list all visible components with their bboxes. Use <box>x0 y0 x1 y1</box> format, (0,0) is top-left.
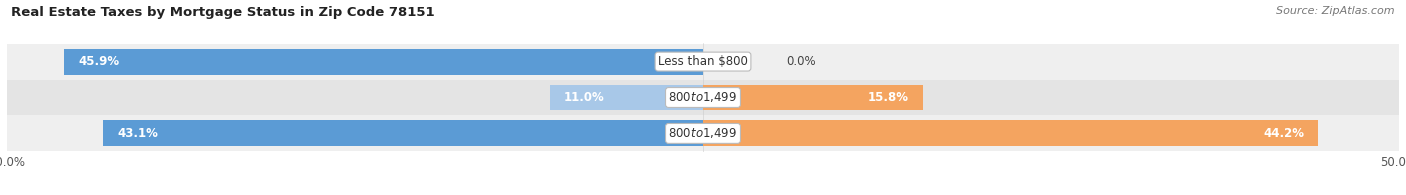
Text: 0.0%: 0.0% <box>786 55 815 68</box>
Text: Source: ZipAtlas.com: Source: ZipAtlas.com <box>1277 6 1395 16</box>
Text: $800 to $1,499: $800 to $1,499 <box>668 126 738 140</box>
Text: Less than $800: Less than $800 <box>658 55 748 68</box>
Text: 15.8%: 15.8% <box>868 91 910 104</box>
Text: $800 to $1,499: $800 to $1,499 <box>668 90 738 105</box>
Text: 44.2%: 44.2% <box>1264 127 1305 140</box>
Bar <box>550 85 703 110</box>
Text: 43.1%: 43.1% <box>117 127 157 140</box>
Text: Real Estate Taxes by Mortgage Status in Zip Code 78151: Real Estate Taxes by Mortgage Status in … <box>11 6 434 19</box>
Bar <box>703 121 1319 146</box>
Text: 11.0%: 11.0% <box>564 91 605 104</box>
Bar <box>65 49 703 74</box>
Bar <box>7 80 1399 115</box>
Bar <box>103 121 703 146</box>
Text: 45.9%: 45.9% <box>77 55 120 68</box>
Legend: Without Mortgage, With Mortgage: Without Mortgage, With Mortgage <box>579 191 827 195</box>
Bar <box>7 115 1399 151</box>
Bar <box>7 44 1399 80</box>
Bar <box>703 85 922 110</box>
